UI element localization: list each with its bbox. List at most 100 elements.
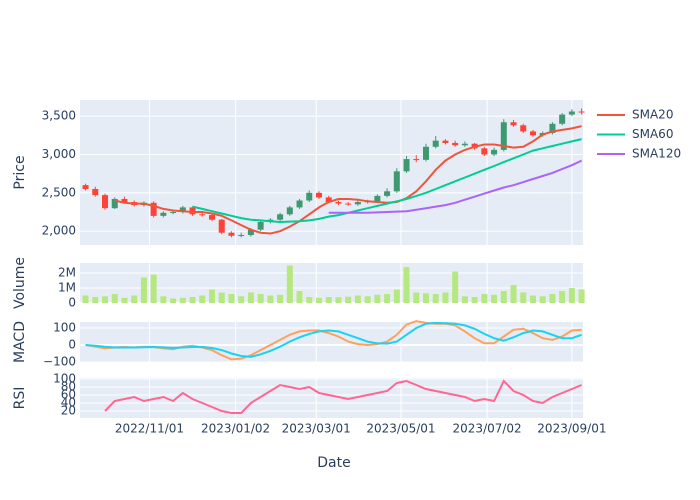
volume-bar [92,297,99,303]
volume-bar [364,296,371,303]
volume-bar [461,296,468,303]
x-axis-title: Date [317,455,350,471]
volume-bar [422,293,429,303]
volume-bar [82,295,89,303]
volume-bar [568,288,575,303]
volume-bar [121,297,128,303]
volume-bar [315,297,322,303]
volume-bar [277,294,284,303]
volume-bar [393,289,400,303]
volume-bar [403,267,410,303]
volume-bar [432,294,439,303]
volume-bar [559,291,566,303]
sma-line [192,138,582,224]
candle-body [422,146,429,160]
candle-body [393,171,400,192]
y-tick-label: 3,500 [42,109,76,123]
volume-bar [179,297,186,303]
y-tick-label: 100 [53,320,76,334]
x-tick-label: 2023/05/01 [366,422,435,436]
candle-body [218,219,225,233]
volume-bar [131,295,138,303]
x-tick-label: 2023/09/01 [537,422,606,436]
candle-body [520,125,527,132]
volume-bar [520,292,527,303]
volume-bar [140,277,147,303]
candle-body [199,214,206,216]
candle-body [102,195,109,209]
candle-body [568,111,575,115]
volume-bar [442,292,449,303]
volume-bar [500,291,507,303]
y-tick-label: −100 [43,355,76,369]
x-tick-label: 2023/07/02 [453,422,522,436]
candle-body [500,122,507,150]
candle-body [413,159,420,161]
volume-bar [209,289,216,303]
volume-bar [170,298,177,303]
volume-bar [257,294,264,303]
volume-bar [491,294,498,303]
y-tick-label: 0 [68,296,76,310]
volume-bar [345,296,352,303]
volume-bar [481,294,488,303]
volume-bar [354,295,361,303]
volume-bar [335,297,342,303]
y-tick-label: 1M [58,281,76,295]
candle-body [238,235,245,237]
legend-label: SMA60 [632,127,673,141]
candle-body [247,229,254,236]
volume-bar [238,296,245,303]
volume-bar [306,297,313,303]
candle-body [277,214,284,220]
y-tick-label: 40 [61,396,76,410]
x-tick-label: 2023/03/01 [282,422,351,436]
volume-bar [150,274,157,303]
candle-body [315,192,322,198]
candle-body [432,140,439,147]
y-tick-label: 60 [61,388,76,402]
y-tick-label: 0 [68,337,76,351]
x-tick-label: 2022/11/01 [115,422,184,436]
volume-bar [374,294,381,303]
candle-body [160,212,167,216]
y-tick-label: 3,000 [42,147,76,161]
volume-bar [189,297,196,303]
candle-body [549,123,556,133]
volume-bar [325,297,332,303]
volume-bar [539,296,546,303]
candle-body [559,114,566,124]
volume-bar [286,265,293,303]
candle-body [461,143,468,146]
volume-bar [471,297,478,303]
candle-body [121,198,128,203]
volume-bar [578,289,585,303]
volume-bar [111,294,118,303]
sma-line [114,125,582,235]
candle-body [150,202,157,216]
y-axis-title: Volume [12,257,28,309]
sma-line [328,159,583,214]
legend-label: SMA120 [632,147,681,161]
volume-bar [102,296,109,303]
candle-body [179,207,186,213]
y-tick-label: 80 [61,380,76,394]
y-tick-label: 20 [61,404,76,418]
volume-bar [160,296,167,303]
candle-body [286,207,293,215]
candle-body [510,122,517,126]
y-axis-title: RSI [12,387,28,410]
candle-body [170,212,177,214]
candle-body [374,195,381,202]
candle-body [529,131,536,136]
volume-bar [218,292,225,303]
candle-body [92,188,99,196]
candle-body [384,191,391,196]
y-tick-label: 2,000 [42,224,76,238]
volume-bar [228,294,235,303]
volume-bar [549,294,556,303]
x-tick-label: 2023/01/02 [201,422,270,436]
volume-bar [296,291,303,303]
candle-body [578,111,585,113]
